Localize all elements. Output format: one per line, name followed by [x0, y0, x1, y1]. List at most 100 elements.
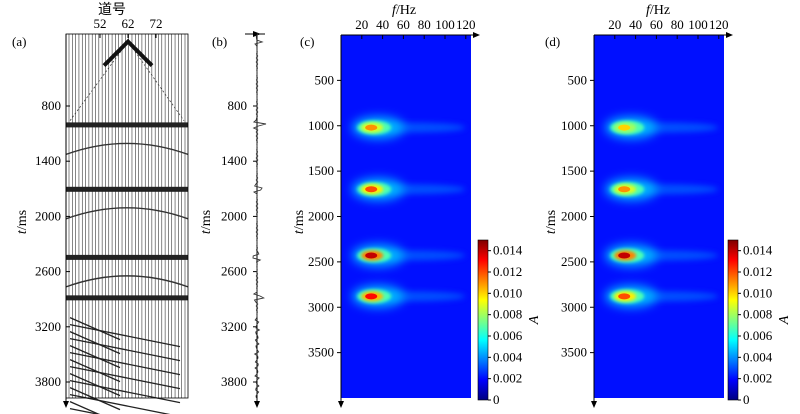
heatmap-y-axis-arrow	[338, 401, 344, 408]
heatmap-y-tick-label: 2000	[308, 209, 334, 224]
heatmap-x-tick-label: 80	[418, 17, 431, 32]
heatmap-x-axis-arrow	[473, 32, 480, 38]
panel-b-y-tick-label: 1400	[221, 153, 247, 168]
colorbar-tick-label: 0.004	[743, 349, 773, 364]
panel-a-y-axis: 800 1400 2000 2600 3200 3800	[35, 33, 189, 408]
panel-c-axes: 20 40 60 80 100 120 500 1000 1500 2000 2500 3000 350…	[308, 17, 480, 408]
panel-a-noise-event	[69, 337, 181, 362]
panel-a-y-tick-label: 3200	[35, 319, 61, 334]
panel-a-events	[65, 38, 189, 414]
panel-a-noise-event	[69, 345, 121, 369]
heatmap-x-tick-label: 60	[650, 17, 663, 32]
colorbar-tick-label: 0.008	[743, 307, 772, 322]
panel-a-noise-event	[69, 387, 121, 411]
panel-a-reflection	[66, 254, 188, 260]
heatmap-blob-core	[618, 124, 631, 131]
panel-a-y-tick-label: 2000	[35, 208, 61, 223]
panel-a-moveout	[65, 142, 189, 156]
colorbar-tick-label: 0	[743, 392, 750, 407]
panel-d-y-axis-label: t/ms	[544, 210, 559, 234]
colorbar-label: A	[777, 315, 792, 325]
panel-a-seismic-gather: (a) 道号 52 62 72 800 1400 2000 2600 3200 3800 t/…	[12, 2, 189, 414]
panel-b-y-tick-label: 2000	[221, 208, 247, 223]
panel-a-top-tick-label: 72	[150, 16, 163, 31]
heatmap-x-tick-label: 20	[355, 17, 368, 32]
panel-b-y-axis-arrow	[254, 401, 260, 408]
colorbar-tick-label: 0.002	[493, 371, 522, 386]
colorbar-tick-label: 0.012	[493, 264, 522, 279]
panel-b-y-tick-label: 3200	[221, 319, 247, 334]
heatmap-x-tick-label: 80	[671, 17, 684, 32]
colorbar-tick-label: 0.006	[493, 328, 523, 343]
heatmap-blob-core	[618, 252, 631, 259]
heatmap-y-tick-label: 3000	[308, 299, 334, 314]
panel-a-direct-wave-apex	[102, 38, 154, 68]
panel-c-colorbar: 0 0.002 0.004 0.006 0.008 0.010 0.012 0.014 A	[477, 239, 542, 407]
heatmap-blob-core	[365, 293, 378, 300]
panel-a-label: (a)	[12, 34, 26, 49]
heatmap-y-tick-label: 1000	[561, 118, 587, 133]
panel-a-noise-event	[69, 407, 101, 414]
panel-a-moveout	[65, 207, 189, 220]
heatmap-blob-core	[618, 186, 631, 193]
panel-a-traces	[68, 34, 186, 398]
panel-a-top-tick-label: 52	[94, 16, 107, 31]
heatmap-blob-core	[618, 293, 631, 300]
colorbar-tick-label: 0.004	[493, 349, 523, 364]
panel-b-y-tick-label: 2600	[221, 264, 247, 279]
heatmap-x-axis-arrow	[726, 32, 733, 38]
panel-b-waveform	[252, 33, 267, 399]
heatmap-y-tick-label: 3500	[308, 345, 334, 360]
panel-d-label: (d)	[545, 34, 560, 49]
colorbar-label: A	[527, 315, 542, 325]
panel-c-spectrum: (c) f/Hz 20 40 60 80 100 120 500 1000 1500 2000 25…	[292, 3, 542, 408]
heatmap-x-tick-label: 40	[376, 17, 389, 32]
panel-b-y-tick-label: 800	[228, 98, 248, 113]
heatmap-x-tick-label: 100	[435, 17, 455, 32]
panel-c-y-axis-label: t/ms	[292, 210, 307, 234]
panel-a-noise-event	[69, 351, 181, 376]
panel-b-y-tick-label: 3800	[221, 374, 247, 389]
colorbar-tick-label: 0	[493, 392, 500, 407]
panel-c-x-axis-label: f/Hz	[392, 3, 416, 18]
colorbar-tick-label: 0.014	[493, 243, 523, 258]
heatmap-y-tick-label: 1000	[308, 118, 334, 133]
panel-a-direct-wave-right	[127, 41, 185, 121]
heatmap-x-tick-label: 100	[688, 17, 708, 32]
panel-a-noise-event	[69, 317, 121, 341]
panel-a-y-tick-label: 800	[42, 98, 62, 113]
heatmap-x-tick-label: 60	[397, 17, 410, 32]
heatmap-x-tick-label: 120	[709, 17, 729, 32]
heatmap-background	[341, 35, 471, 398]
colorbar-tick-label: 0.010	[743, 285, 772, 300]
panel-a-noise-event	[69, 379, 181, 404]
heatmap-blob-core	[365, 252, 378, 259]
panel-d-spectrum: (d) f/Hz 20 40 60 80 100 120 500 1000 1500 2000 25…	[544, 3, 792, 408]
panel-a-reflection	[66, 295, 188, 301]
panel-a-y-axis-arrow	[63, 401, 69, 408]
panel-a-noise-event	[69, 331, 121, 355]
panel-a-frame	[65, 33, 189, 399]
panel-d-axes: 20 40 60 80 100 120 500 1000 1500 2000 2500 3000 350…	[561, 17, 733, 408]
panel-c-label: (c)	[300, 34, 314, 49]
heatmap-y-tick-label: 3500	[561, 345, 587, 360]
panel-a-y-tick-label: 3800	[35, 374, 61, 389]
colorbar-gradient	[477, 239, 489, 401]
heatmap-blob-core	[365, 186, 378, 193]
heatmap-y-tick-label: 2000	[561, 209, 587, 224]
panel-a-reflection	[66, 122, 188, 128]
panel-a-direct-wave-left	[69, 41, 129, 121]
panel-a-noise-event	[69, 393, 171, 414]
panel-a-y-tick-label: 1400	[35, 153, 61, 168]
heatmap-y-tick-label: 1500	[308, 163, 334, 178]
panel-b-y-axis-label: t/ms	[199, 210, 214, 234]
colorbar-tick-label: 0.012	[743, 264, 772, 279]
panel-a-reflection	[66, 186, 188, 192]
panel-a-noise-event	[69, 401, 100, 414]
colorbar-tick-label: 0.010	[493, 285, 522, 300]
panel-a-noise-event	[69, 373, 121, 397]
colorbar-tick-label: 0.002	[743, 371, 772, 386]
heatmap-y-tick-label: 500	[568, 72, 588, 87]
colorbar-tick-label: 0.006	[743, 328, 773, 343]
panel-a-top-ticks: 52 62 72	[94, 16, 163, 38]
